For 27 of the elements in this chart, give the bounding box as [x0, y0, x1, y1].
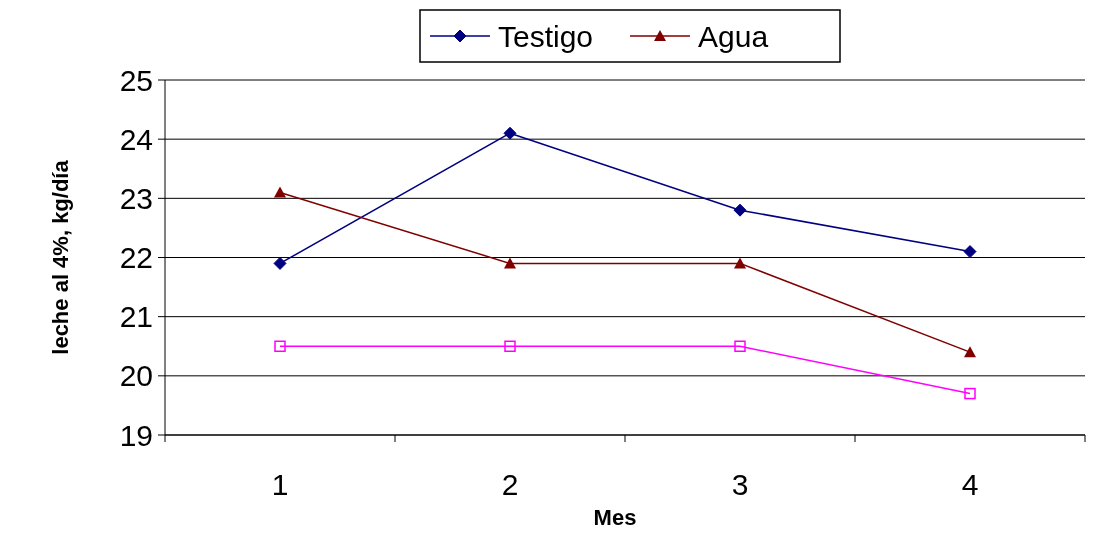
- legend-label: Agua: [698, 19, 769, 53]
- y-tick-label: 20: [119, 359, 153, 393]
- point: [963, 245, 977, 259]
- y-axis-title: leche al 4%, kg/día: [48, 159, 73, 355]
- point: [274, 340, 286, 352]
- y-tick-label: 22: [119, 241, 153, 274]
- x-tick-label: 1: [271, 468, 289, 501]
- point: [504, 340, 516, 352]
- y-tick-label: 21: [119, 300, 153, 334]
- y-tick-label: 24: [119, 122, 153, 156]
- x-tick-label: 4: [961, 468, 979, 501]
- point: [274, 186, 286, 198]
- point: [964, 346, 976, 358]
- point: [734, 340, 746, 352]
- legend-label: Testigo: [498, 19, 594, 53]
- point: [504, 257, 516, 269]
- y-tick-label: 23: [119, 181, 153, 215]
- point: [734, 257, 746, 269]
- x-axis-title: Mes: [593, 505, 637, 530]
- x-tick-label: 2: [501, 468, 519, 501]
- point: [964, 387, 976, 400]
- x-tick-label: 3: [731, 468, 749, 501]
- y-tick-label: 19: [119, 418, 153, 452]
- point: [733, 203, 747, 217]
- y-tick-label: 25: [119, 63, 153, 97]
- point: [273, 256, 287, 270]
- point: [503, 126, 517, 140]
